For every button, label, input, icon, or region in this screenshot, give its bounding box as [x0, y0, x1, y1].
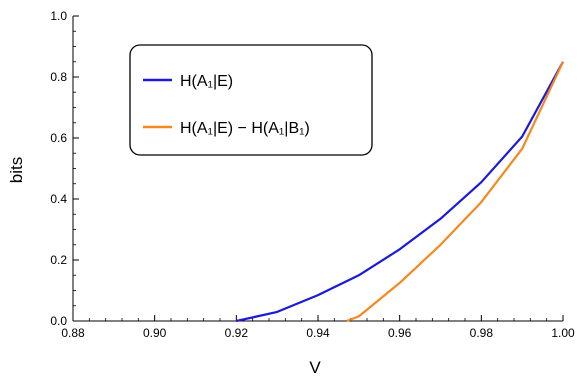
y-tick-label: 0.6	[50, 131, 67, 145]
x-tick-label: 0.92	[225, 326, 249, 340]
x-axis-title: V	[309, 358, 321, 377]
y-tick-label: 0.2	[50, 253, 67, 267]
y-tick-label: 1.0	[50, 9, 67, 23]
x-tick-label: 0.96	[388, 326, 412, 340]
legend-box	[129, 44, 373, 156]
legend-label-difference: H(A₁|E) − H(A₁|B₁)	[180, 120, 310, 137]
x-tick-label: 0.98	[470, 326, 494, 340]
series-lines	[236, 61, 564, 323]
series-line-h-a1-e	[236, 61, 564, 323]
x-tick-label: 0.94	[306, 326, 330, 340]
y-tick-label: 0.0	[50, 314, 67, 328]
legend-label-h-a1-e: H(A₁|E)	[180, 73, 233, 90]
x-tick-label: 0.90	[143, 326, 167, 340]
series-line-difference	[346, 61, 564, 323]
ticks: 0.88 0.90 0.92 0.94 0.96 0.98 1.00 0.0 0.2 0.4 0.6…	[50, 9, 575, 340]
x-tick-label: 1.00	[551, 326, 575, 340]
y-tick-label: 0.8	[50, 70, 67, 84]
y-tick-label: 0.4	[50, 192, 67, 206]
y-axis-title: bits	[7, 157, 26, 183]
x-tick-label: 0.88	[61, 326, 85, 340]
legend: H(A₁|E) H(A₁|E) − H(A₁|B₁)	[129, 44, 373, 156]
